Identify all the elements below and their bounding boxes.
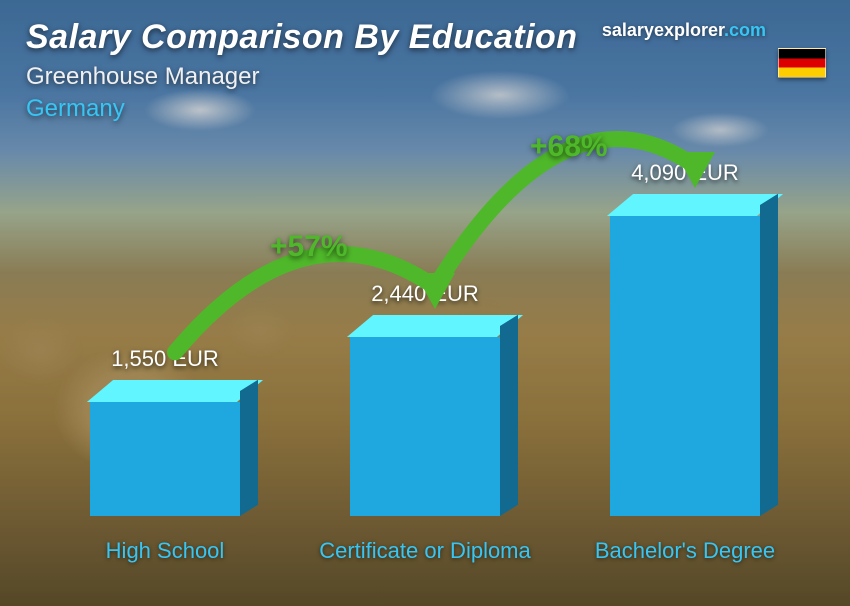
brand-text-2: .com (724, 20, 766, 40)
bar-chart: 1,550 EURHigh School2,440 EURCertificate… (60, 150, 790, 576)
germany-flag-icon (778, 48, 826, 78)
bar-0: 1,550 EURHigh School (90, 402, 240, 516)
pct-increase-label-1: +68% (530, 130, 608, 164)
chart-subtitle-country: Germany (26, 95, 578, 123)
pct-increase-label-0: +57% (270, 230, 348, 264)
bar-front (350, 337, 500, 516)
bar-value-label: 2,440 EUR (325, 281, 525, 307)
bar-side-face (500, 315, 518, 516)
bar-front (90, 402, 240, 516)
bar-1: 2,440 EURCertificate or Diploma (350, 337, 500, 516)
bar-category-label: Certificate or Diploma (315, 538, 535, 564)
bar-side-face (240, 380, 258, 516)
bar-front (610, 216, 760, 516)
bar-top-face (607, 194, 783, 216)
brand-text-1: salaryexplorer (602, 20, 724, 40)
bar-top-face (87, 380, 263, 402)
chart-title: Salary Comparison By Education (26, 18, 578, 57)
bar-value-label: 4,090 EUR (585, 160, 785, 186)
bar-top-face (347, 315, 523, 337)
bar-category-label: Bachelor's Degree (575, 538, 795, 564)
chart-subtitle-role: Greenhouse Manager (26, 63, 578, 91)
bar-side-face (760, 194, 778, 516)
bar-category-label: High School (55, 538, 275, 564)
bar-2: 4,090 EURBachelor's Degree (610, 216, 760, 516)
title-block: Salary Comparison By Education Greenhous… (26, 18, 578, 123)
bar-value-label: 1,550 EUR (65, 346, 265, 372)
brand-logo: salaryexplorer.com (602, 20, 766, 41)
